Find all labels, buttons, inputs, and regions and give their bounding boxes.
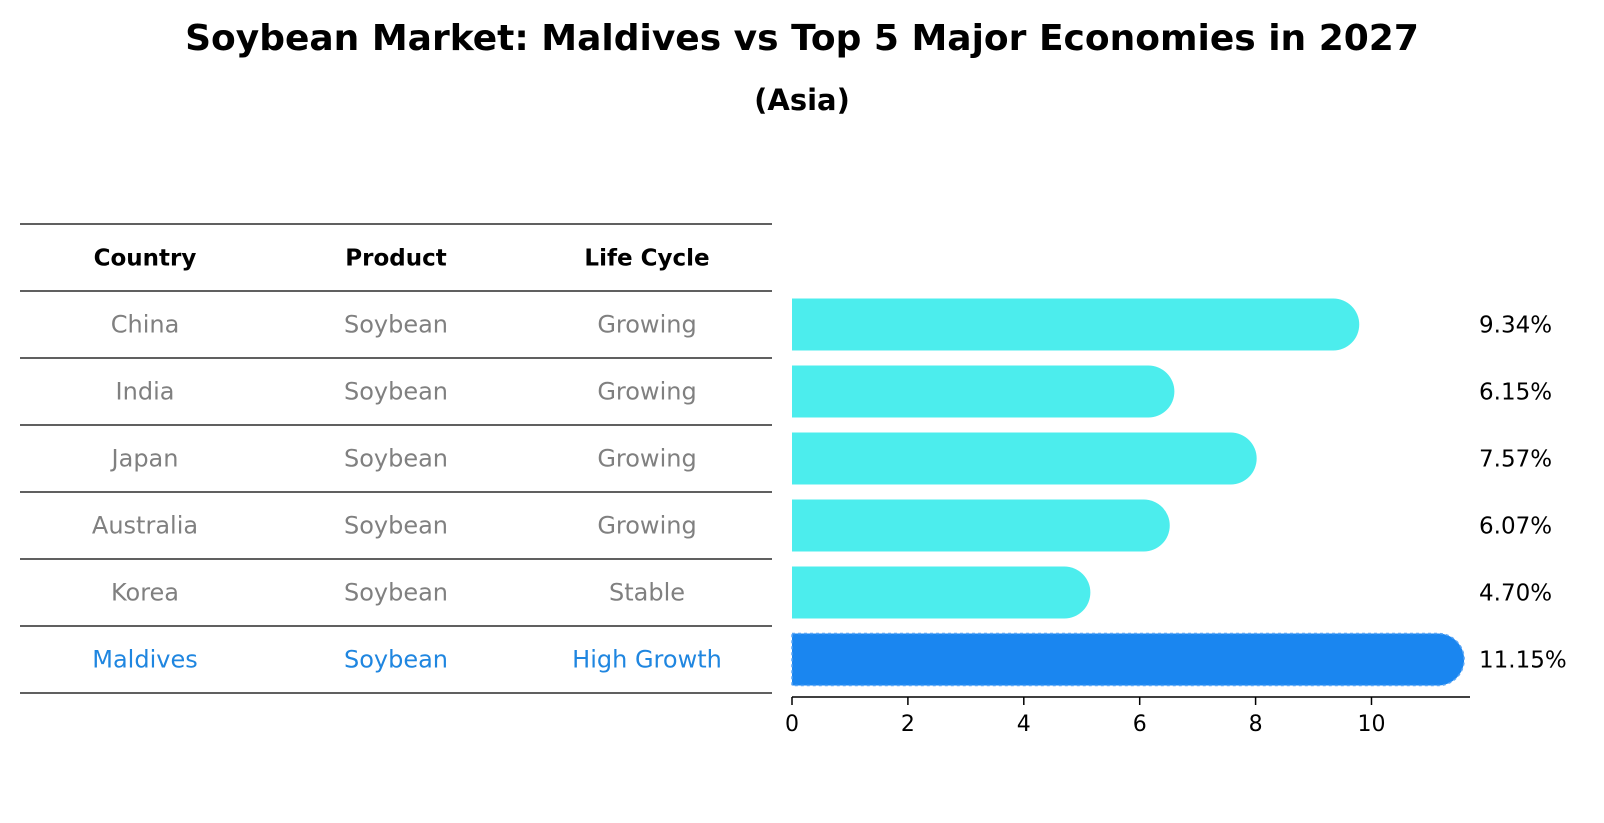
table-header-cell: Country [94,246,197,272]
bar-series: 9.34% 6.15% 7.57% 6.07% 4.70% 11.15% [791,298,1567,687]
chart-title: Soybean Market: Maldives vs Top 5 Major … [185,18,1419,59]
x-axis: 0 2 4 6 8 10 [785,696,1470,737]
bar-japan [792,432,1257,485]
table-cell: Stable [609,579,685,607]
table-cell: Japan [110,445,179,473]
data-label: 6.07% [1479,514,1552,540]
table-header-cell: Life Cycle [584,246,709,272]
table-cell: China [111,311,180,339]
table-cell: Maldives [92,646,197,674]
x-tick-label: 10 [1357,712,1385,737]
table-header-cell: Product [345,246,446,272]
x-tick-label: 2 [901,712,915,737]
table-cell: Korea [111,579,179,607]
table-cell: Growing [597,445,696,473]
table-cell: Soybean [344,445,448,473]
table-cell: Soybean [344,646,448,674]
table-cell: High Growth [572,646,722,674]
bar-maldives [791,632,1465,687]
x-tick-label: 6 [1133,712,1147,737]
table-cell: Growing [597,378,696,406]
data-label: 11.15% [1479,648,1567,674]
data-label: 4.70% [1479,581,1552,607]
table-cell: India [116,378,175,406]
bar-china [792,298,1360,351]
x-tick-label: 4 [1017,712,1031,737]
table-cell: Soybean [344,311,448,339]
table-cell: Soybean [344,579,448,607]
table-cell: Soybean [344,512,448,540]
chart-subtitle: (Asia) [754,83,850,117]
table-cell: Growing [597,311,696,339]
table-cell: Soybean [344,378,448,406]
bar-korea [792,566,1091,619]
data-table: Country Product Life Cycle China Soybean Grow… [20,223,772,694]
bar-australia [792,499,1170,552]
table-cell: Growing [597,512,696,540]
table-cell: Australia [92,512,198,540]
data-label: 7.57% [1479,447,1552,473]
data-label: 6.15% [1479,380,1552,406]
x-tick-label: 8 [1249,712,1263,737]
x-tick-label: 0 [785,712,799,737]
bar-india [792,365,1175,418]
data-label: 9.34% [1479,313,1552,339]
